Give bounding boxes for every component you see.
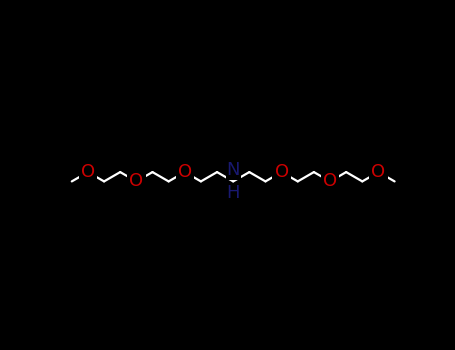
Text: O: O [274,163,288,181]
Text: O: O [81,163,95,181]
Text: O: O [323,173,337,190]
Text: O: O [129,173,143,190]
Text: O: O [371,163,385,181]
Text: O: O [178,163,192,181]
Text: N: N [227,161,240,179]
Text: H: H [227,184,240,202]
